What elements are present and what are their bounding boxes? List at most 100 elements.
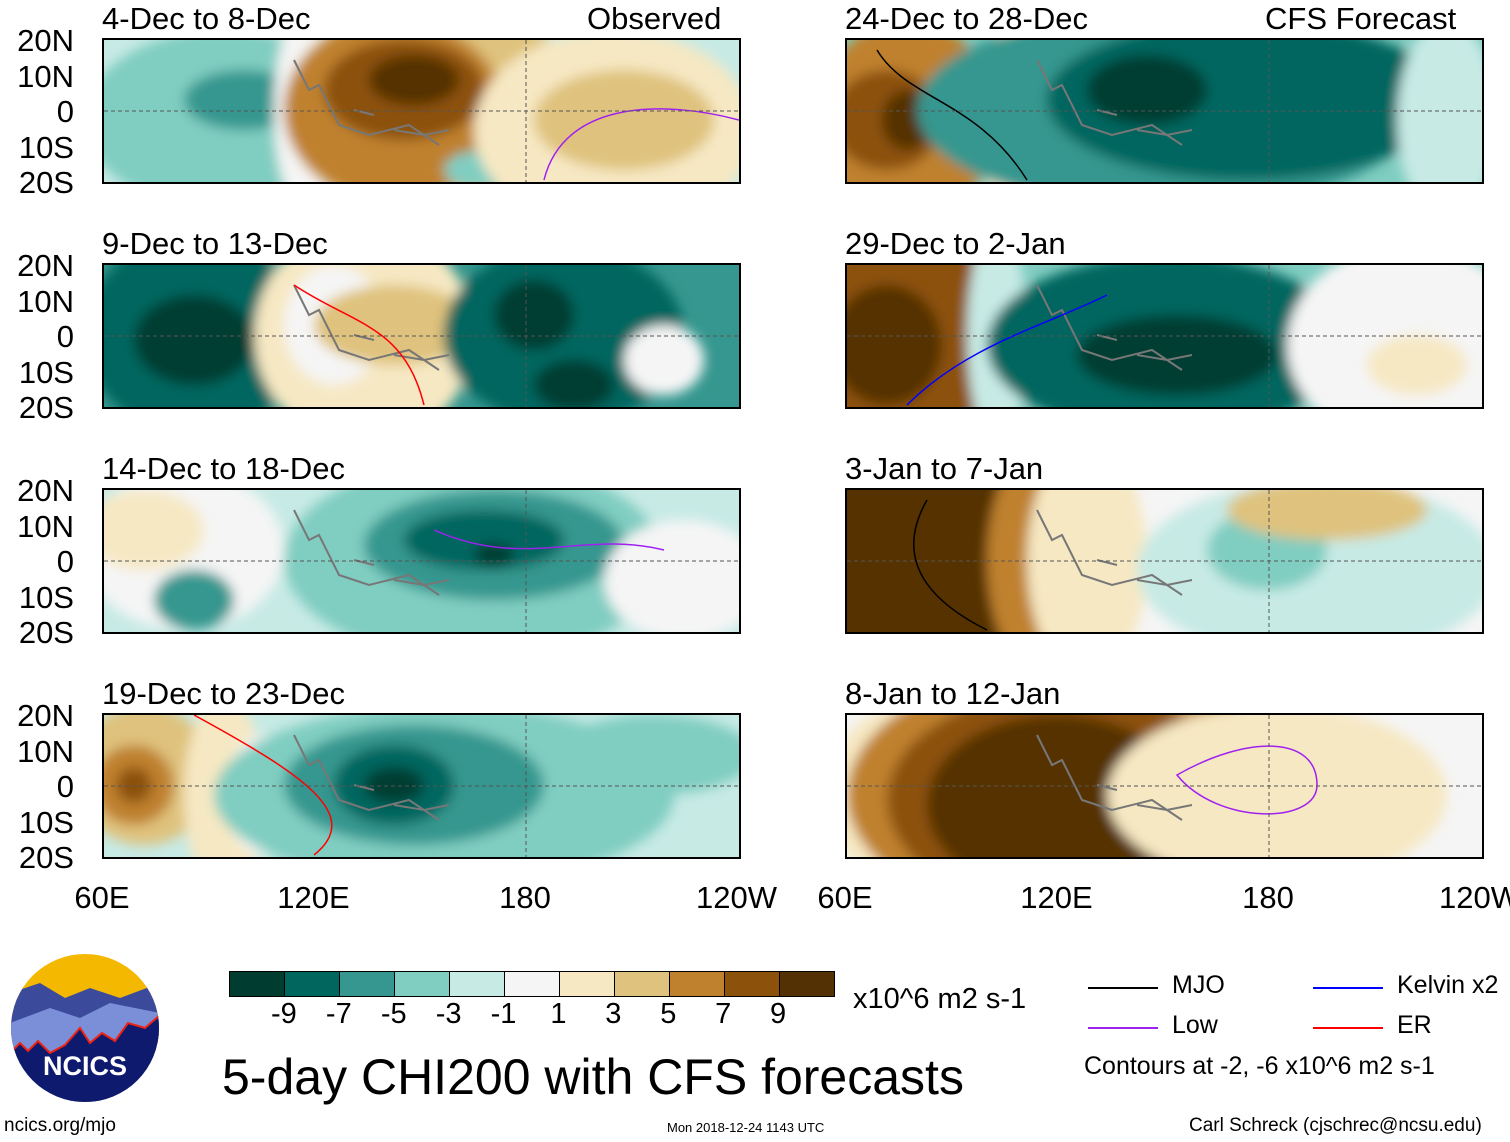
panel-title: 14-Dec to 18-Dec <box>102 451 345 486</box>
lat-label: 0 <box>56 94 74 129</box>
anomaly-region <box>116 767 152 803</box>
colorbar-tick: 7 <box>715 998 732 1030</box>
colorbar-units: x10^6 m2 s-1 <box>853 983 1027 1015</box>
legend-label: ER <box>1397 1011 1432 1039</box>
footer-timestamp: Mon 2018-12-24 1143 UTC <box>667 1120 825 1135</box>
lat-label: 20S <box>18 165 74 200</box>
colorbar-swatch <box>780 972 834 996</box>
anomaly-region <box>404 510 564 570</box>
map-panel <box>102 713 741 859</box>
lat-label: 20N <box>17 23 74 58</box>
colorbar-swatch <box>505 972 560 996</box>
anomaly-region <box>554 715 739 795</box>
lat-label: 10N <box>17 733 74 769</box>
figure-title: 5-day CHI200 with CFS forecasts <box>222 1049 964 1105</box>
contour-line <box>1175 745 1318 815</box>
anomaly-region <box>534 360 614 407</box>
anomaly-region <box>369 55 459 105</box>
lon-label: 120W <box>696 880 777 915</box>
anomaly-region <box>134 295 254 385</box>
contour-line <box>906 294 1108 406</box>
map-panel <box>845 38 1484 184</box>
legend-label: Kelvin x2 <box>1397 971 1499 999</box>
lat-label: 0 <box>56 544 74 579</box>
map-panel <box>845 263 1484 409</box>
panel-title: 19-Dec to 23-Dec <box>102 676 345 711</box>
lat-label: 0 <box>56 769 74 804</box>
footer-url[interactable]: ncics.org/mjo <box>4 1115 116 1136</box>
anomaly-region <box>494 280 574 350</box>
anomaly-region <box>154 570 234 630</box>
contour-line <box>543 108 739 181</box>
contour-line <box>293 284 425 406</box>
contour-line <box>433 529 665 551</box>
legend-note: Contours at -2, -6 x10^6 m2 s-1 <box>1084 1052 1435 1080</box>
contour-line <box>876 49 1028 181</box>
contour-line <box>193 715 333 856</box>
anomaly-region <box>1087 55 1207 125</box>
legend-label: MJO <box>1172 971 1225 999</box>
colorbar-swatch <box>340 972 395 996</box>
colorbar-swatch <box>560 972 615 996</box>
anomaly-region <box>1227 490 1427 540</box>
lon-label: 60E <box>74 880 130 915</box>
map-panel <box>102 488 741 634</box>
lat-label: 10N <box>17 508 74 544</box>
colorbar-swatch <box>395 972 450 996</box>
anomaly-region <box>847 285 942 405</box>
panel-title: 9-Dec to 13-Dec <box>102 226 328 261</box>
colorbar-swatch <box>670 972 725 996</box>
lat-label: 10S <box>18 129 74 165</box>
colorbar-tick: -1 <box>490 998 517 1030</box>
lat-label: 10N <box>17 58 74 94</box>
colorbar-tick: -9 <box>271 998 297 1030</box>
anomaly-region <box>314 285 474 365</box>
anomaly-region <box>1367 335 1467 395</box>
anomaly-region <box>1077 315 1277 395</box>
footer-credit: Carl Schreck (cjschrec@ncsu.edu) <box>1189 1115 1482 1136</box>
legend-line <box>1313 987 1383 989</box>
lat-label: 20N <box>17 698 74 733</box>
anomaly-region <box>1397 40 1482 182</box>
lat-label: 20N <box>17 248 74 283</box>
panel-label: CFS Forecast <box>1265 1 1457 36</box>
lat-label: 20N <box>17 473 74 508</box>
colorbar-tick: 1 <box>550 998 567 1030</box>
colorbar-swatch <box>450 972 505 996</box>
panel-title: 24-Dec to 28-Dec <box>845 1 1088 36</box>
legend-label: Low <box>1172 1011 1218 1039</box>
lat-label: 20S <box>18 390 74 425</box>
lat-label: 10S <box>18 354 74 390</box>
colorbar <box>229 971 835 997</box>
panel-title: 3-Jan to 7-Jan <box>845 451 1044 486</box>
legend-line <box>1088 987 1158 989</box>
ncics-logo: NCICS <box>11 954 159 1102</box>
anomaly-region <box>104 490 204 570</box>
lat-label: 10S <box>18 804 74 840</box>
lon-label: 120E <box>1020 880 1093 915</box>
anomaly-region <box>624 325 704 395</box>
panel-title: 8-Jan to 12-Jan <box>845 676 1061 711</box>
anomaly-region <box>534 70 714 170</box>
panel-title: 4-Dec to 8-Dec <box>102 1 311 36</box>
lon-label: 120E <box>277 880 350 915</box>
colorbar-tick: 5 <box>660 998 677 1030</box>
map-panel <box>102 263 741 409</box>
anomaly-region <box>604 520 739 632</box>
colorbar-tick: -5 <box>380 998 407 1030</box>
colorbar-swatch <box>615 972 670 996</box>
panel-title: 29-Dec to 2-Jan <box>845 226 1066 261</box>
lat-label: 0 <box>56 319 74 354</box>
logo-text: NCICS <box>43 1051 127 1081</box>
lat-label: 10N <box>17 283 74 319</box>
lon-label: 60E <box>817 880 873 915</box>
map-panel <box>845 713 1484 859</box>
colorbar-swatch <box>285 972 340 996</box>
legend-line <box>1313 1027 1383 1029</box>
lon-label: 180 <box>1242 880 1294 915</box>
anomaly-region <box>184 70 304 130</box>
map-panel <box>845 488 1484 634</box>
map-panel <box>102 38 741 184</box>
lat-label: 20S <box>18 615 74 650</box>
colorbar-tick: -3 <box>435 998 462 1030</box>
